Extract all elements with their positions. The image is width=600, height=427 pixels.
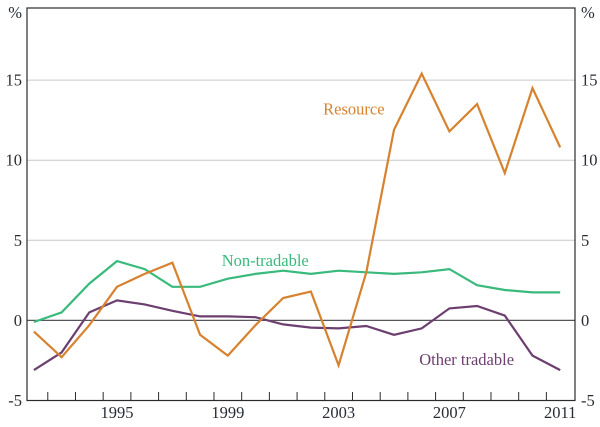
percent-label-right: % xyxy=(581,3,595,22)
y-tick-label-left--5: -5 xyxy=(8,391,22,410)
y-tick-label-right-0: 0 xyxy=(581,311,589,330)
x-tick-label-2007: 2007 xyxy=(433,403,466,422)
y-tick-label-left-5: 5 xyxy=(14,231,22,250)
y-tick-label-right-5: 5 xyxy=(581,231,589,250)
series-line-non-tradable xyxy=(33,259,561,324)
percent-label-left: % xyxy=(8,3,22,22)
axis-frame xyxy=(26,7,576,402)
y-tick-label-right-10: 10 xyxy=(581,151,598,170)
y-tick-label-right-15: 15 xyxy=(581,71,598,90)
series-label-other-tradable: Other tradable xyxy=(419,350,514,369)
x-tick-label-1999: 1999 xyxy=(211,403,244,422)
y-tick-label-left-10: 10 xyxy=(6,151,23,170)
series-line-other-tradable xyxy=(33,299,561,372)
y-tick-label-left-0: 0 xyxy=(14,311,22,330)
x-tick-label-2003: 2003 xyxy=(322,403,355,422)
y-tick-label-left-15: 15 xyxy=(6,71,23,90)
series-line-resource xyxy=(33,71,562,369)
series-label-non-tradable: Non-tradable xyxy=(222,251,309,270)
x-tick-label-1995: 1995 xyxy=(101,403,134,422)
x-tick-label-2011: 2011 xyxy=(544,403,576,422)
y-tick-label-right--5: -5 xyxy=(581,391,595,410)
series-label-resource: Resource xyxy=(323,99,384,118)
